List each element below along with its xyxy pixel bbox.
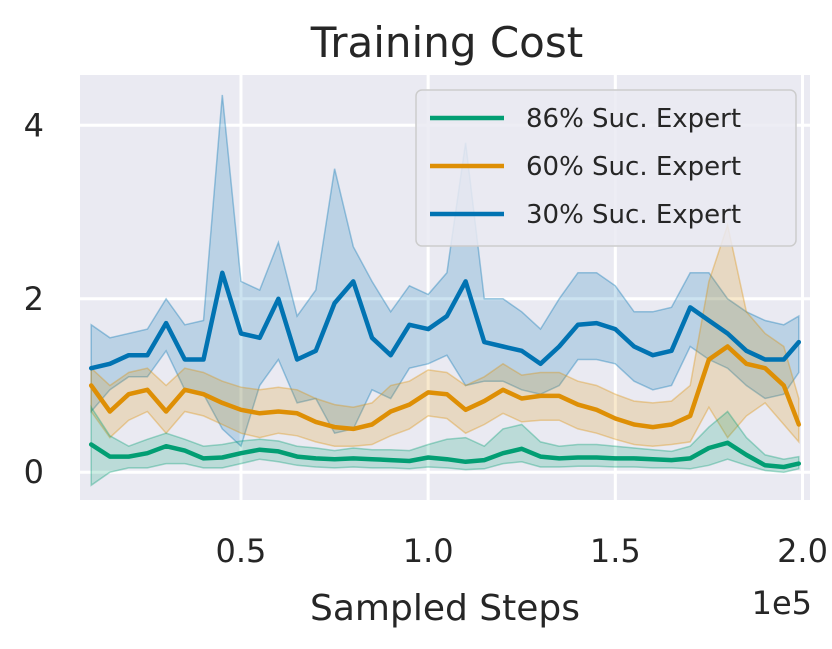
x-tick-label: 0.5 [216, 532, 267, 570]
legend-label-0: 86% Suc. Expert [526, 104, 741, 134]
confidence-bands [90, 94, 800, 487]
series-band-2 [90, 94, 800, 448]
y-tick-label: 2 [24, 280, 44, 318]
series-band-1 [90, 222, 800, 447]
y-tick-label: 0 [24, 453, 44, 491]
x-tick-label: 1.0 [403, 532, 454, 570]
series-line-2 [88, 270, 802, 371]
series-band-0 [90, 404, 800, 487]
series-line-0 [88, 440, 802, 470]
tick-labels: 0.5 1.0 1.5 2.0 0 2 4 [24, 106, 828, 570]
series-lines [88, 270, 802, 470]
x-axis-offset-label: 1e5 [752, 584, 812, 622]
x-axis-label: Sampled Steps [310, 588, 580, 629]
x-tick-label: 1.5 [590, 532, 641, 570]
chart-title: Training Cost [310, 18, 583, 67]
legend-box [415, 89, 797, 247]
x-tick-label: 2.0 [777, 532, 828, 570]
legend-label-1: 60% Suc. Expert [526, 152, 741, 182]
series-line-1 [88, 344, 802, 432]
legend: 86% Suc. Expert 60% Suc. Expert 30% Suc. E… [415, 89, 797, 247]
y-tick-label: 4 [24, 106, 44, 144]
legend-label-2: 30% Suc. Expert [526, 200, 741, 230]
